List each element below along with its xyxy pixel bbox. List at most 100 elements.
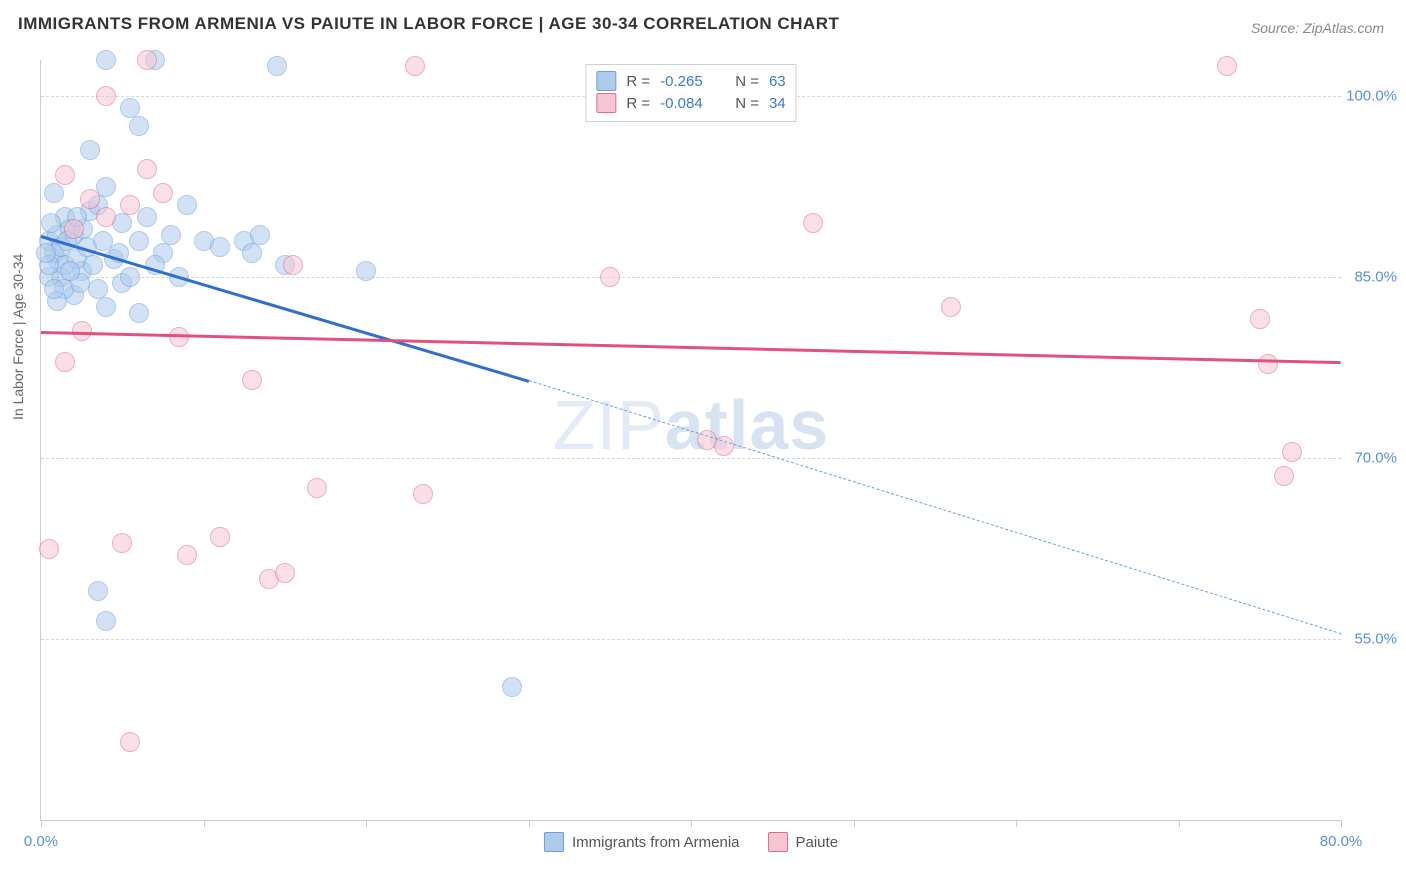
source-label: Source: ZipAtlas.com (1251, 20, 1384, 36)
data-point (356, 261, 376, 281)
data-point (242, 243, 262, 263)
data-point (83, 255, 103, 275)
x-tick (1179, 820, 1180, 827)
data-point (413, 484, 433, 504)
x-tick (41, 820, 42, 827)
y-tick-label: 70.0% (1354, 450, 1397, 467)
n-value: 34 (769, 95, 786, 112)
data-point (55, 352, 75, 372)
data-point (120, 195, 140, 215)
data-point (177, 195, 197, 215)
data-point (941, 297, 961, 317)
data-point (80, 140, 100, 160)
data-point (41, 213, 61, 233)
data-point (137, 50, 157, 70)
series-legend: Immigrants from Armenia Paiute (544, 832, 838, 852)
y-tick-label: 55.0% (1354, 631, 1397, 648)
data-point (96, 297, 116, 317)
data-point (96, 50, 116, 70)
legend-label: Immigrants from Armenia (572, 834, 740, 851)
gridline (41, 458, 1341, 459)
x-tick (854, 820, 855, 827)
data-point (161, 225, 181, 245)
data-point (502, 677, 522, 697)
legend-row: R = -0.084 N = 34 (596, 93, 785, 113)
data-point (120, 732, 140, 752)
x-min-label: 0.0% (24, 833, 58, 850)
r-value: -0.265 (660, 73, 703, 90)
source-value: ZipAtlas.com (1303, 20, 1384, 36)
data-point (88, 581, 108, 601)
data-point (64, 219, 84, 239)
data-point (112, 533, 132, 553)
chart-title: IMMIGRANTS FROM ARMENIA VS PAIUTE IN LAB… (18, 14, 839, 34)
data-point (80, 189, 100, 209)
x-tick (1341, 820, 1342, 827)
data-point (96, 611, 116, 631)
data-point (250, 225, 270, 245)
r-label: R = (626, 73, 650, 90)
gridline (41, 277, 1341, 278)
r-label: R = (626, 95, 650, 112)
data-point (96, 86, 116, 106)
r-value: -0.084 (660, 95, 703, 112)
data-point (210, 237, 230, 257)
legend-swatch (544, 832, 564, 852)
data-point (55, 165, 75, 185)
data-point (803, 213, 823, 233)
data-point (210, 527, 230, 547)
data-point (129, 231, 149, 251)
data-point (60, 261, 80, 281)
x-tick (529, 820, 530, 827)
watermark-thin: ZIP (553, 386, 665, 464)
legend-swatch (768, 832, 788, 852)
trend-line-extension (528, 380, 1341, 634)
data-point (44, 279, 64, 299)
data-point (1250, 309, 1270, 329)
y-tick-label: 85.0% (1354, 269, 1397, 286)
data-point (600, 267, 620, 287)
x-max-label: 80.0% (1320, 833, 1363, 850)
series-legend-item: Immigrants from Armenia (544, 832, 740, 852)
data-point (137, 159, 157, 179)
data-point (153, 183, 173, 203)
data-point (39, 539, 59, 559)
data-point (96, 207, 116, 227)
data-point (405, 56, 425, 76)
data-point (129, 303, 149, 323)
x-tick (1016, 820, 1017, 827)
data-point (120, 267, 140, 287)
x-tick (691, 820, 692, 827)
n-value: 63 (769, 73, 786, 90)
data-point (169, 327, 189, 347)
watermark: ZIPatlas (553, 385, 829, 465)
data-point (1274, 466, 1294, 486)
data-point (1282, 442, 1302, 462)
data-point (96, 177, 116, 197)
plot-area: ZIPatlas R = -0.265 N = 63R = -0.084 N =… (40, 60, 1341, 821)
y-axis-label: In Labor Force | Age 30-34 (10, 254, 26, 420)
data-point (267, 56, 287, 76)
x-tick (366, 820, 367, 827)
data-point (88, 279, 108, 299)
data-point (275, 563, 295, 583)
legend-swatch (596, 93, 616, 113)
y-tick-label: 100.0% (1346, 88, 1397, 105)
data-point (177, 545, 197, 565)
data-point (120, 98, 140, 118)
source-prefix: Source: (1251, 20, 1303, 36)
data-point (1217, 56, 1237, 76)
data-point (44, 183, 64, 203)
data-point (36, 243, 56, 263)
data-point (129, 116, 149, 136)
series-legend-item: Paiute (768, 832, 839, 852)
x-tick (204, 820, 205, 827)
data-point (242, 370, 262, 390)
trend-line (41, 331, 1341, 364)
data-point (137, 207, 157, 227)
data-point (1258, 354, 1278, 374)
gridline (41, 639, 1341, 640)
watermark-bold: atlas (665, 386, 830, 464)
correlation-legend: R = -0.265 N = 63R = -0.084 N = 34 (585, 64, 796, 122)
legend-label: Paiute (796, 834, 839, 851)
